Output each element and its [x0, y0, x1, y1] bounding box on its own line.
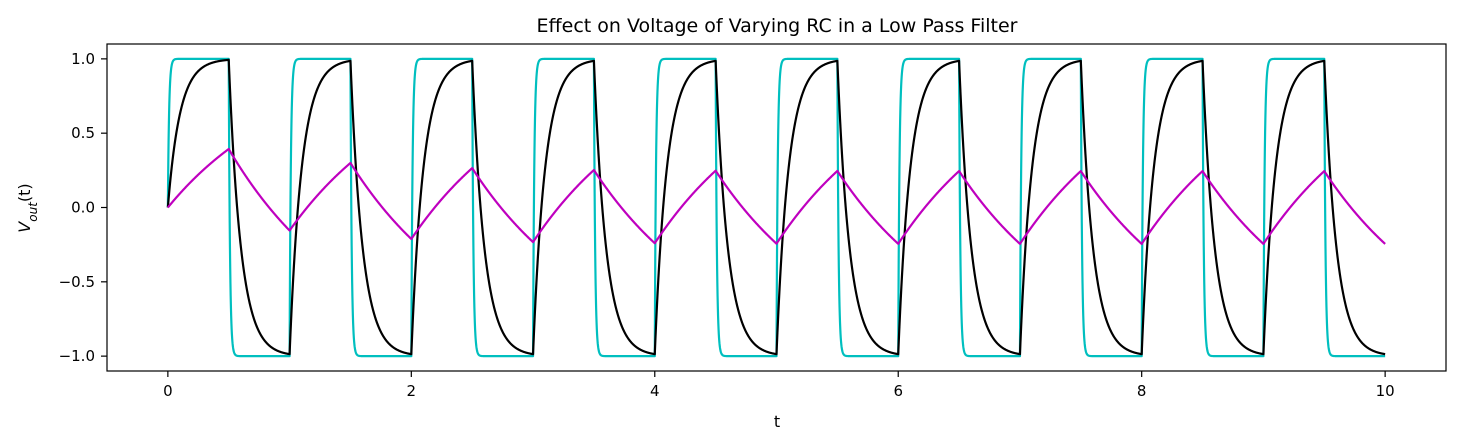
y-axis-label: Vout(t): [15, 183, 40, 232]
x-axis: 0 2 4 6 8 10: [163, 371, 1395, 400]
series-line-2: [166, 58, 1386, 356]
y-axis: 1.0 0.5 0.0 −0.5 −1.0: [59, 50, 107, 365]
y-tick-label: 0.0: [71, 199, 95, 217]
x-tick-label: 0: [163, 382, 173, 400]
y-tick-label: 0.5: [71, 124, 95, 142]
x-tick-label: 4: [650, 382, 660, 400]
x-tick-label: 8: [1137, 382, 1147, 400]
series-layer: [166, 57, 1386, 358]
y-tick-label: 1.0: [71, 50, 95, 68]
x-tick-label: 10: [1376, 382, 1395, 400]
chart-title: Effect on Voltage of Varying RC in a Low…: [537, 15, 1018, 37]
x-axis-label: t: [774, 412, 780, 431]
x-tick-label: 2: [407, 382, 417, 400]
y-tick-label: −1.0: [59, 347, 95, 365]
series-line-3: [167, 147, 1386, 245]
series-line-1: [166, 57, 1386, 358]
x-tick-label: 6: [893, 382, 903, 400]
y-tick-label: −0.5: [59, 273, 95, 291]
